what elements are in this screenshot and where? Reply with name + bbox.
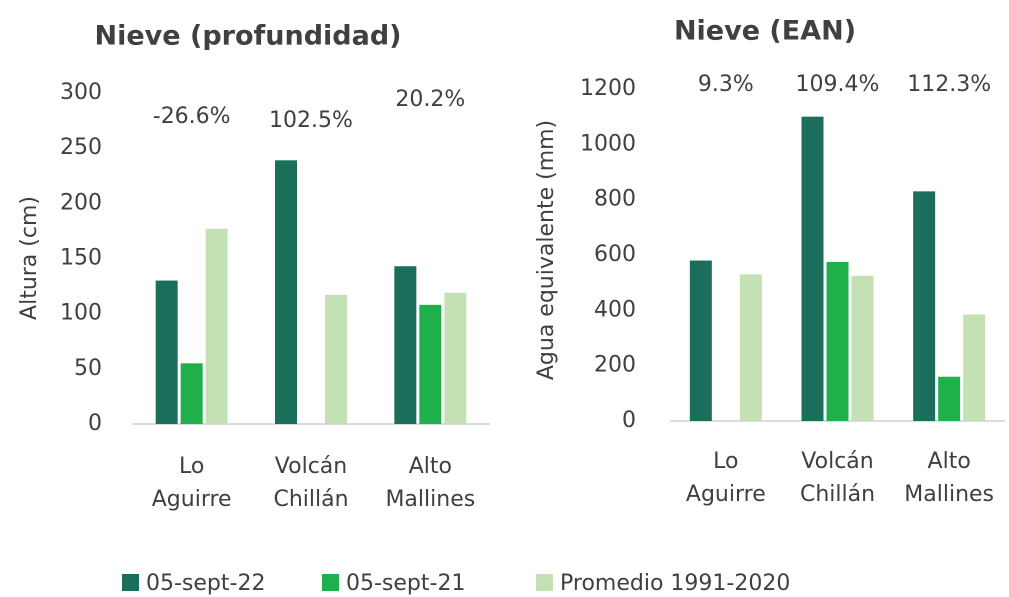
annotation: 112.3% [907, 72, 991, 97]
x-tick-label: Lo [179, 454, 204, 479]
y-tick-label: 200 [60, 190, 102, 215]
bar [275, 160, 297, 424]
bar [739, 274, 762, 421]
y-tick-label: 300 [60, 80, 102, 105]
y-tick-label: 200 [594, 353, 636, 378]
legend-label: 05-sept-21 [346, 571, 465, 596]
bar [851, 275, 874, 421]
y-tick-label: 1000 [580, 131, 636, 156]
annotation: 102.5% [269, 108, 353, 133]
y-tick-label: 400 [594, 297, 636, 322]
bar [963, 314, 986, 421]
y-axis-label: Agua equivalente (mm) [534, 120, 559, 380]
bar [325, 294, 347, 424]
y-tick-label: 0 [88, 411, 102, 436]
x-tick-label: Alto [409, 454, 452, 479]
bar [155, 280, 178, 424]
x-tick-label: Mallines [385, 487, 475, 512]
x-tick-label: Chillán [800, 482, 875, 507]
legend-swatch [536, 574, 553, 591]
legend-label: Promedio 1991-2020 [560, 571, 790, 596]
bar [205, 228, 228, 424]
y-tick-label: 250 [60, 135, 102, 160]
bar [689, 260, 712, 421]
legend-swatch [122, 574, 139, 591]
x-tick-label: Mallines [904, 482, 994, 507]
annotation: 9.3% [698, 72, 754, 97]
annotation: 20.2% [395, 87, 465, 112]
bar [394, 266, 417, 424]
legend-swatch [322, 574, 339, 591]
bar [801, 116, 824, 422]
bar [444, 292, 467, 424]
bar [938, 376, 961, 421]
y-tick-label: 800 [594, 187, 636, 212]
annotation: -26.6% [153, 104, 231, 129]
x-tick-label: Chillán [273, 487, 348, 512]
bar [913, 191, 936, 421]
x-tick-label: Aguirre [686, 482, 766, 507]
x-tick-label: Volcán [275, 454, 347, 479]
chart-title: Nieve (profundidad) [95, 21, 402, 52]
x-tick-label: Aguirre [152, 487, 232, 512]
y-tick-label: 100 [60, 301, 102, 326]
x-tick-label: Volcán [801, 449, 873, 474]
legend-label: 05-sept-22 [146, 571, 265, 596]
y-tick-label: 0 [622, 408, 636, 433]
bar [419, 304, 442, 424]
x-tick-label: Lo [713, 449, 738, 474]
y-axis-label: Altura (cm) [17, 196, 42, 320]
chart-title: Nieve (EAN) [674, 16, 856, 47]
x-tick-label: Alto [928, 449, 971, 474]
bar [826, 261, 849, 421]
y-tick-label: 50 [74, 356, 102, 381]
y-tick-label: 600 [594, 242, 636, 267]
annotation: 109.4% [796, 72, 880, 97]
bar [180, 363, 203, 424]
y-tick-label: 1200 [580, 76, 636, 101]
y-tick-label: 150 [60, 246, 102, 271]
